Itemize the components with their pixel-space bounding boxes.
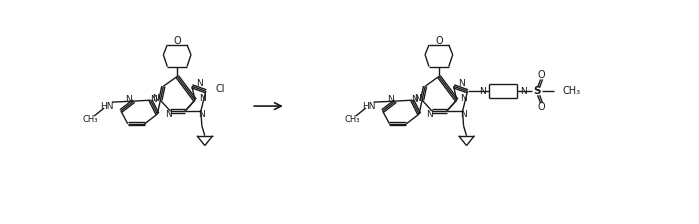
Text: O: O xyxy=(538,71,545,80)
Text: N: N xyxy=(125,95,131,104)
Text: N: N xyxy=(426,110,433,119)
Text: O: O xyxy=(538,102,545,112)
Text: N: N xyxy=(458,79,464,88)
Text: N: N xyxy=(520,87,526,96)
Text: N: N xyxy=(152,94,159,103)
Text: N: N xyxy=(415,94,421,103)
Text: HN: HN xyxy=(362,101,375,111)
Text: N: N xyxy=(150,95,157,104)
Text: N: N xyxy=(199,94,206,103)
Text: N: N xyxy=(461,94,468,103)
Text: N: N xyxy=(196,79,203,88)
Text: CH₃: CH₃ xyxy=(562,86,580,96)
Text: CH₃: CH₃ xyxy=(82,115,98,124)
Text: HN: HN xyxy=(100,101,114,111)
Text: N: N xyxy=(460,110,467,119)
Text: N: N xyxy=(412,95,418,104)
Text: Cl: Cl xyxy=(216,84,225,94)
Text: N: N xyxy=(165,110,172,119)
Text: O: O xyxy=(173,36,181,46)
Text: CH₃: CH₃ xyxy=(344,115,360,124)
Text: S: S xyxy=(533,86,540,96)
Text: N: N xyxy=(199,110,206,119)
Text: N: N xyxy=(387,95,394,104)
Text: O: O xyxy=(435,36,442,46)
Text: N: N xyxy=(480,87,487,96)
